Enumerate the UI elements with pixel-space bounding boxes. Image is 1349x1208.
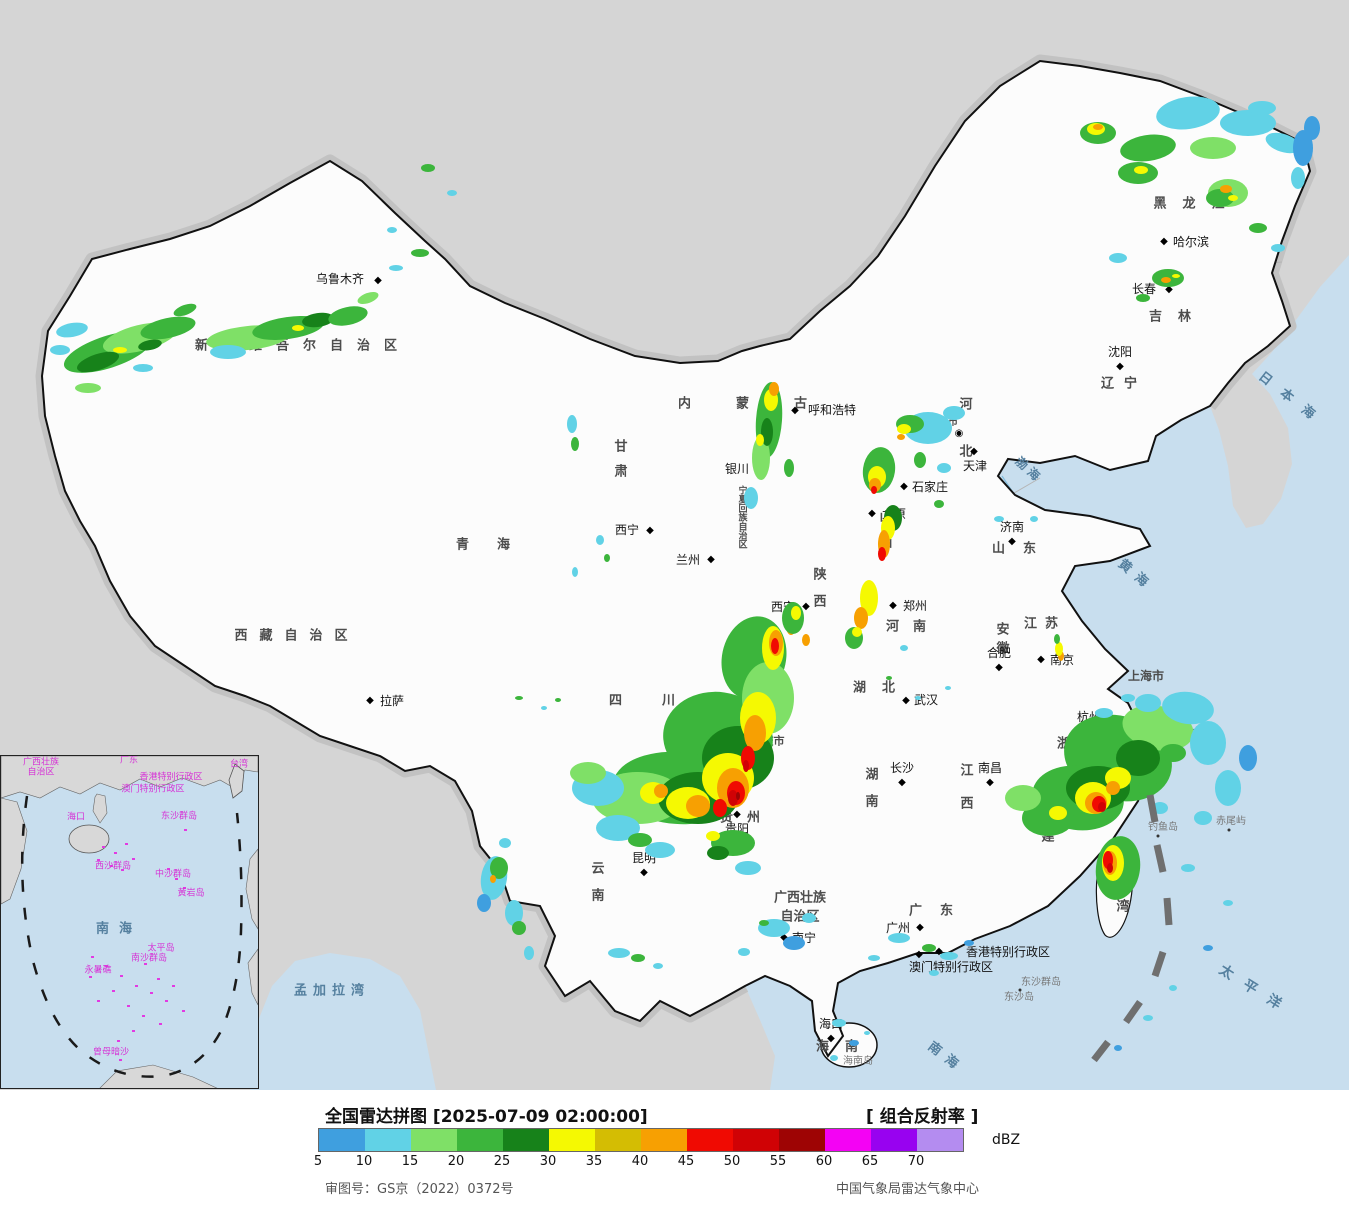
legend-tick: 15 — [401, 1154, 419, 1169]
inset-island-dot — [102, 846, 105, 848]
legend-swatch — [319, 1129, 365, 1151]
legend-tick: 70 — [907, 1154, 925, 1169]
product-title: 全国雷达拼图 [2025-07-09 02:00:00] — [325, 1107, 648, 1127]
product-type-label: [ 组合反射率 ] — [866, 1107, 979, 1127]
legend-tick: 60 — [815, 1154, 833, 1169]
inset-hainan — [68, 824, 110, 854]
inset-island-dot — [159, 1023, 162, 1025]
legend-ticks: 5 10 15 20 25 30 35 40 45 50 55 60 65 70 — [295, 1154, 939, 1169]
legend-tick: 20 — [447, 1154, 465, 1169]
inset-island-dot — [157, 978, 160, 980]
inset-island-dot — [97, 1000, 100, 1002]
inset-island-dot — [175, 878, 178, 880]
legend-swatch — [917, 1129, 963, 1151]
legend-swatch — [733, 1129, 779, 1151]
legend-swatch — [779, 1129, 825, 1151]
legend-swatch — [365, 1129, 411, 1151]
inset-island-dot — [167, 868, 170, 870]
inset-island-dot — [165, 1000, 168, 1002]
inset-borneo — [99, 1064, 218, 1088]
inset-island-dot — [89, 976, 92, 978]
inset-svg — [1, 756, 258, 1088]
inset-island-dot — [117, 1040, 120, 1042]
inset-island-dot — [114, 852, 117, 854]
inset-island-dot — [183, 887, 186, 889]
south-china-sea-inset: 广西壮族 自治区 广东 台湾 香港特别行政区 澳门特别行政区 海口 东沙群岛 西沙群岛 中沙群岛黄… — [0, 755, 259, 1089]
inset-island-dot — [105, 965, 108, 967]
small-island-dots — [1018, 828, 1231, 992]
inset-taiwan — [228, 763, 245, 799]
legend-tick: 55 — [769, 1154, 787, 1169]
inset-leizhou — [92, 793, 108, 824]
inset-island-dot — [110, 865, 113, 867]
inset-philippines — [245, 848, 258, 1006]
legend-swatch — [871, 1129, 917, 1151]
legend-swatch — [411, 1129, 457, 1151]
legend-unit: dBZ — [992, 1132, 1021, 1148]
legend-tick: 40 — [631, 1154, 649, 1169]
legend-swatch — [549, 1129, 595, 1151]
map-license: 审图号：GS京（2022）0372号 — [325, 1182, 514, 1197]
legend-tick: 65 — [861, 1154, 879, 1169]
inset-island-dot — [135, 985, 138, 987]
legend-panel: 全国雷达拼图 [2025-07-09 02:00:00] [ 组合反射率 ] 5… — [0, 1090, 1349, 1208]
inset-island-dot — [132, 1030, 135, 1032]
inset-island-dot — [184, 829, 187, 831]
legend-swatch — [457, 1129, 503, 1151]
legend-bar — [318, 1128, 964, 1152]
legend-swatch — [595, 1129, 641, 1151]
inset-coast-land — [1, 756, 258, 799]
legend-tick: 10 — [355, 1154, 373, 1169]
inset-island-dot — [142, 1015, 145, 1017]
inset-island-dot — [119, 1059, 122, 1061]
legend-tick: 45 — [677, 1154, 695, 1169]
legend-tick: 25 — [493, 1154, 511, 1169]
inset-island-dot — [127, 1005, 130, 1007]
legend-swatch — [641, 1129, 687, 1151]
inset-island-dot — [182, 1010, 185, 1012]
inset-vietnam — [1, 797, 28, 905]
inset-island-dot — [120, 975, 123, 977]
legend-swatch — [825, 1129, 871, 1151]
inset-island-dot — [132, 858, 135, 860]
china-radar-map: 黑龙江 吉林 辽宁 内蒙古 新疆维吾尔自治区 西藏自治区 青海 甘肃 宁夏回族自治区 陕西 山西 河北… — [0, 0, 1349, 1090]
inset-island-dot — [121, 869, 124, 871]
inset-island-dot — [172, 985, 175, 987]
legend-tick: 50 — [723, 1154, 741, 1169]
inset-island-dot — [112, 990, 115, 992]
legend-tick: 30 — [539, 1154, 557, 1169]
inset-nine-dash-line — [20, 795, 243, 1078]
inset-island-dot — [144, 963, 147, 965]
inset-island-dot — [91, 956, 94, 958]
legend-swatch — [503, 1129, 549, 1151]
inset-island-dot — [150, 992, 153, 994]
inset-islands-group — [89, 829, 187, 1061]
legend-tick: 5 — [313, 1154, 323, 1169]
credit: 中国气象局雷达气象中心 — [836, 1182, 980, 1197]
legend-swatch — [687, 1129, 733, 1151]
inset-island-dot — [97, 859, 100, 861]
inset-island-dot — [125, 843, 128, 845]
legend-tick: 35 — [585, 1154, 603, 1169]
